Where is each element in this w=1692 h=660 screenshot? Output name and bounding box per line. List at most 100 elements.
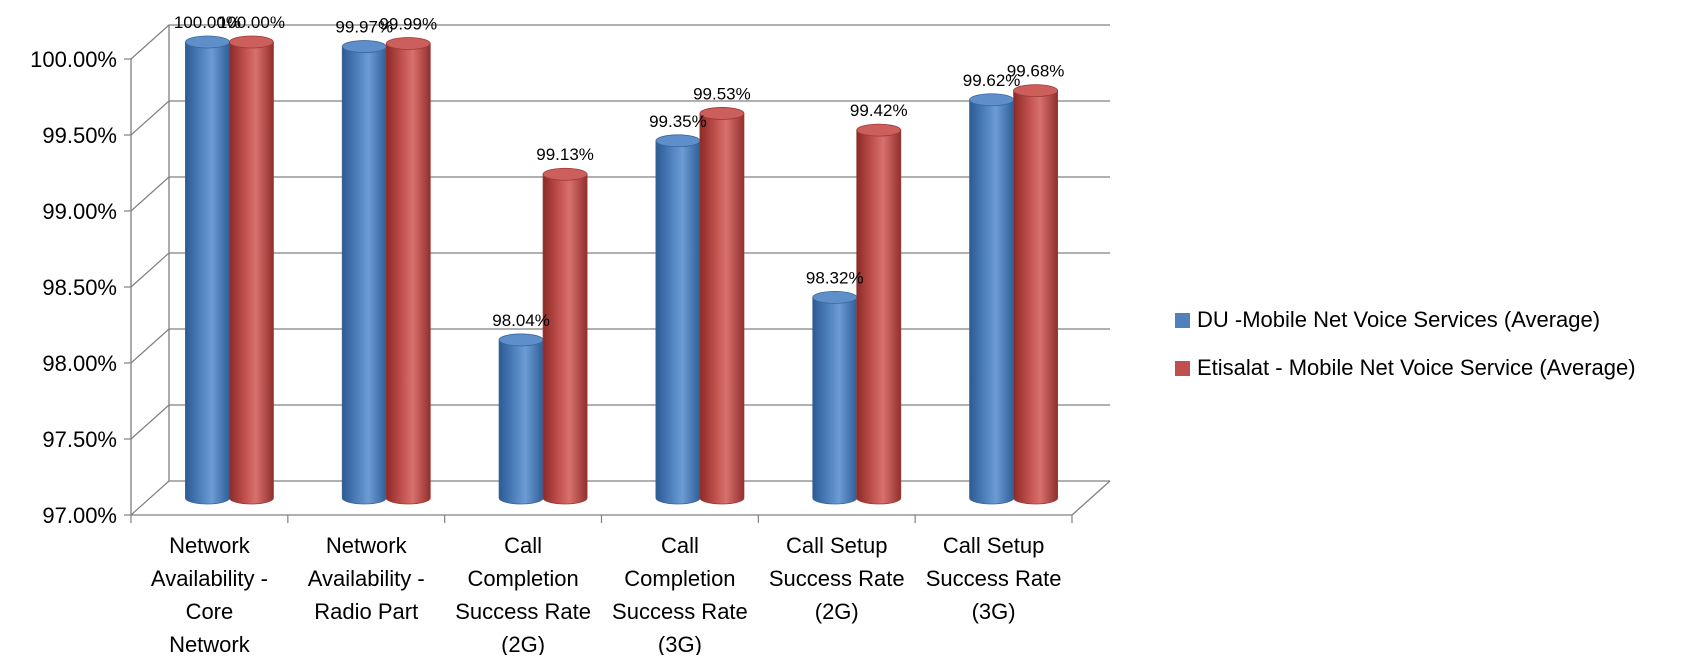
bar-body [699,113,745,505]
x-tick-label-line: Success Rate [612,599,748,624]
floor-right-edge [1071,480,1111,516]
bar-top [699,107,745,120]
bar-top [542,167,588,181]
bar-body [1013,90,1058,505]
bar-etisalat [542,167,588,505]
bar-du [812,290,858,505]
legend: DU -Mobile Net Voice Services (Average) … [1175,296,1636,392]
x-tick-label: Call Completion Success Rate (2G) [455,533,591,655]
x-tick-label-line: (2G) [815,599,859,624]
x-tick-label-line: Core [186,599,234,624]
bar-body [856,129,902,505]
bar-body [385,43,431,505]
bar-top [498,333,544,347]
x-tick-label-line: (3G) [658,632,702,655]
x-tick-label-line: Success Rate [455,599,591,624]
data-label: 99.99% [379,15,437,34]
bar-top [1013,84,1058,98]
data-label: 99.42% [850,101,908,120]
gridline [130,100,1110,136]
bar-du [341,40,387,505]
x-tick-label-line: Network [169,632,251,655]
bar-body [185,41,230,505]
x-tick-label: Network Availability - Core Network [151,533,268,655]
bar-body [812,296,858,505]
gridline [130,404,1110,440]
bar-body [498,339,544,505]
bars-layer [185,35,1058,505]
data-label: 98.32% [806,268,864,287]
data-label: 99.35% [649,112,707,131]
gridline [130,252,1110,288]
x-tick-label: Call Completion Success Rate (3G) [612,533,748,655]
data-label: 99.13% [536,145,594,164]
x-tick-label: Call Setup Success Rate (3G) [926,533,1062,624]
bar-etisalat [1013,84,1058,505]
x-tick-label-line: Network [169,533,251,558]
data-label: 100.00% [218,13,285,32]
bar-top [385,37,431,50]
legend-label-etisalat: Etisalat - Mobile Net Voice Service (Ave… [1197,355,1636,380]
bar-du [498,333,544,505]
bar-etisalat [385,37,431,505]
y-tick-label: 99.50% [42,123,117,148]
data-label: 100.00% [174,13,241,32]
gridline [130,480,1110,516]
x-tick-label-line: Radio Part [314,599,418,624]
x-tick-label-line: Completion [467,566,578,591]
bar-etisalat [856,123,902,505]
y-tick-label: 98.50% [42,275,117,300]
data-label: 99.53% [693,84,751,103]
bar-body [969,99,1014,505]
bar-body [229,41,274,505]
gridline [130,328,1110,364]
bar-etisalat [699,107,745,505]
x-tick-label: Network Availability - Radio Part [308,533,425,624]
bar-du [185,35,230,505]
y-tick-label: 97.50% [42,427,117,452]
x-tick-label-line: Success Rate [926,566,1062,591]
x-tick-label-line: (3G) [972,599,1016,624]
data-label: 99.97% [335,18,393,37]
x-tick-label-line: Success Rate [769,566,905,591]
legend-swatch-etisalat [1175,360,1190,376]
legend-label-du: DU -Mobile Net Voice Services (Average) [1197,307,1601,332]
x-tick-label-line: Availability - [308,566,425,591]
bar-body [341,46,387,505]
bar-top [969,93,1014,107]
bar-du [969,93,1014,505]
bar-top [341,40,387,53]
legend-item-du: DU -Mobile Net Voice Services (Average) [1175,296,1636,344]
legend-swatch-du [1175,312,1190,328]
labels-layer: 100.00%100.00% 99.97%99.99% 98.04% 99.13% 99… [174,13,1065,330]
bar-body [655,140,701,505]
gridline [130,176,1110,212]
x-tick-label-line: (2G) [501,632,545,655]
bar-top [185,35,230,49]
bar-top [655,134,701,148]
y-tick-label: 97.00% [42,503,117,528]
bar-etisalat [229,35,274,505]
x-tick-label-line: Network [326,533,408,558]
x-tick-label-line: Call [504,533,542,558]
legend-item-etisalat: Etisalat - Mobile Net Voice Service (Ave… [1175,344,1636,392]
bar-top [856,123,902,137]
x-tick-label-line: Call Setup [786,533,888,558]
y-tick-label: 98.00% [42,351,117,376]
x-tick-label-line: Availability - [151,566,268,591]
bar-du [655,134,701,505]
x-tick-label-line: Call [661,533,699,558]
gridline [130,24,1110,60]
x-tick-label-line: Completion [624,566,735,591]
axes-layer: 97.00% 97.50% 98.00% 98.50% 99.00% 99.50% 100.… [30,24,1111,657]
data-label: 99.62% [963,71,1021,90]
data-label: 99.68% [1007,62,1065,81]
x-tick-label: Call Setup Success Rate (2G) [769,533,905,624]
bar-top [229,35,274,49]
y-tick-label: 99.00% [42,199,117,224]
bar-top [812,290,858,304]
x-tick-label-line: Call Setup [943,533,1045,558]
data-label: 98.04% [492,311,550,330]
